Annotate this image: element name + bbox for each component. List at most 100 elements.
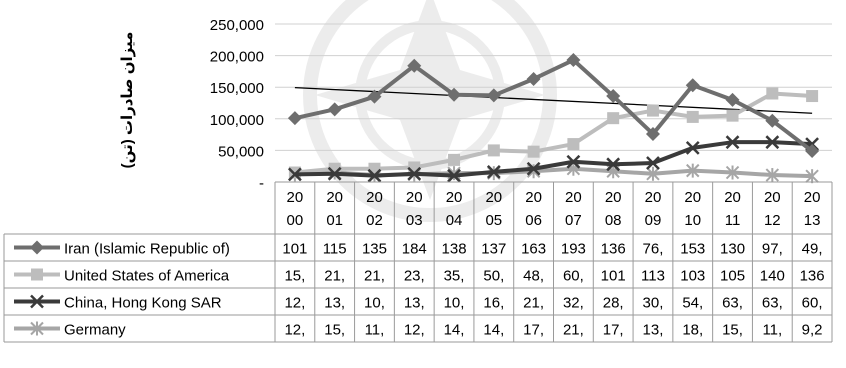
data-point [566,154,581,169]
data-point [606,89,621,104]
plot-area: 250,000 200,000 150,000 100,000 50,000 - میزان… [119,17,832,192]
data-point [607,112,620,125]
data-label: 14, [444,322,465,339]
data-label: 49, [802,241,823,258]
data-label: 184 [402,241,427,258]
data-label: 10, [444,295,465,312]
data-label: 13, [643,322,664,339]
x-tick-label-line1: 20 [446,189,463,206]
marker-square-shape [487,144,500,157]
data-point [407,58,422,73]
marker-x-stroke [765,135,780,150]
marker-x-stroke [566,154,581,169]
legend-entry: China, Hong Kong SAR [64,295,222,312]
y-tick-label: 100,000 [210,112,264,129]
data-point [686,110,699,123]
x-tick-label-line2: 08 [605,212,622,229]
marker-diamond-shape [287,111,302,126]
data-point [526,161,541,176]
data-point [765,135,780,150]
marker-square-shape [567,138,580,151]
x-tick-label-line2: 07 [565,212,582,229]
data-point [765,113,780,128]
x-tick-label-line2: 01 [326,212,343,229]
marker-square-shape [527,145,540,158]
data-label: 137 [481,241,506,258]
marker-diamond-shape [725,92,740,107]
data-label: 32, [563,295,584,312]
x-tick-label-line1: 20 [287,189,304,206]
legend-entry: United States of America [64,268,230,285]
data-label: 76, [643,241,664,258]
data-point [526,71,541,86]
data-point [566,53,581,68]
x-tick-label-line2: 03 [406,212,423,229]
x-tick-label-line2: 12 [764,212,781,229]
x-tick-label-line2: 02 [366,212,383,229]
marker-x-stroke [288,167,302,182]
data-point [646,156,660,170]
y-axis-title: میزان صادرات (تن) [119,32,136,169]
data-label: 9,2 [802,322,823,339]
data-point [287,111,302,126]
data-point [725,165,740,180]
data-label: 153 [680,241,705,258]
data-label: 140 [760,268,785,285]
data-point [606,157,621,172]
series-line-1 [294,91,813,175]
data-label: 21, [563,322,584,339]
marker-x-stroke [30,294,44,309]
legend-entry: Iran (Islamic Republic of) [64,241,230,258]
data-label: 13, [404,295,425,312]
data-label: 60, [802,295,823,312]
data-point [407,166,422,181]
marker-x-stroke [725,135,740,150]
marker-square-shape [726,109,739,122]
data-point [685,78,700,93]
data-point [645,126,660,141]
data-point [805,169,819,184]
data-point [486,165,501,179]
data-point [367,168,382,183]
marker-square-shape [806,90,819,103]
marker-x-stroke [685,140,700,155]
data-label: 60, [563,268,584,285]
marker-square-shape [686,110,699,123]
data-label: 15, [722,322,743,339]
marker-square-shape [31,268,43,281]
data-label: 115 [323,241,347,258]
data-point [567,138,580,151]
data-point [327,102,342,117]
data-label: 136 [800,268,825,285]
series-line-0 [294,58,814,153]
x-tick-label-line1: 20 [525,189,542,206]
data-label: 23, [404,268,425,285]
legend-key-marker [31,268,43,281]
data-point [725,92,740,107]
data-label: 21, [523,295,544,312]
data-label: 63, [722,295,743,312]
x-tick-label-line1: 20 [645,189,662,206]
marker-x-stroke [486,165,501,179]
data-label: 130 [720,241,745,258]
marker-square-shape [646,104,659,117]
series-line-2 [294,140,813,178]
marker-x-stroke [646,156,660,170]
data-label: 136 [601,241,626,258]
x-tick-label-line1: 20 [684,189,701,206]
data-label: 35, [444,268,465,285]
data-label: 50, [483,268,504,285]
data-point [685,140,700,155]
x-tick-label-line2: 11 [725,212,741,229]
x-tick-label-line1: 20 [804,189,821,206]
data-point [288,167,302,182]
x-tick-label-line2: 06 [525,212,542,229]
y-tick-label: 250,000 [210,17,264,34]
x-tick-label-line2: 10 [684,212,701,229]
x-tick-label-line2: 00 [287,212,304,229]
marker-diamond-shape [606,89,621,104]
data-point [448,153,461,166]
marker-diamond-shape [447,87,462,102]
y-tick-label: 50,000 [218,143,264,160]
